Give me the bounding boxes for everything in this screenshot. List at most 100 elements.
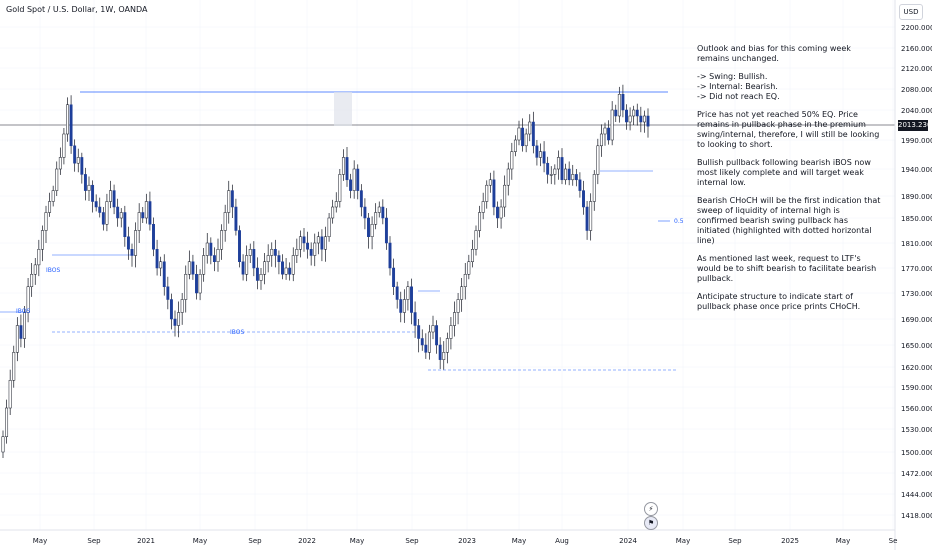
note-eq: Price has not yet reached 50% EQ. Price … — [697, 110, 880, 149]
bull-candle — [109, 190, 112, 202]
bull-candle — [266, 255, 270, 262]
bear-candle — [306, 242, 310, 250]
bear-candle — [546, 162, 550, 175]
bull-candle — [467, 261, 471, 275]
price-axis-label: 1650.000 — [901, 342, 932, 350]
time-axis-label: 2022 — [298, 537, 316, 545]
bear-candle — [367, 217, 370, 237]
bull-candle — [12, 352, 16, 381]
note-ltf: As mentioned last week, request to LTF's… — [697, 254, 877, 283]
bear-candle — [152, 224, 155, 250]
bull-candle — [331, 206, 335, 219]
bear-candle — [230, 190, 234, 208]
bear-candle — [101, 212, 105, 225]
bull-candle — [298, 236, 302, 250]
bear-candle — [614, 109, 618, 117]
bull-candle — [316, 236, 320, 244]
bear-candle — [384, 217, 388, 244]
bull-candle — [66, 104, 69, 135]
bear-candle — [19, 325, 23, 339]
bear-candle — [277, 255, 281, 262]
bull-candle — [460, 286, 464, 300]
bull-candle — [324, 236, 327, 250]
bear-candle — [521, 127, 525, 147]
bull-candle — [603, 127, 607, 135]
bull-candle — [334, 201, 338, 208]
bull-candle — [556, 157, 560, 170]
bear-candle — [531, 121, 535, 147]
bull-candle — [137, 212, 141, 231]
bear-candle — [212, 255, 216, 262]
bull-candle — [58, 157, 62, 170]
price-axis-label: 1500.000 — [901, 449, 932, 457]
us-flag-icon[interactable]: ⚑ — [644, 516, 658, 530]
time-axis-label: Sep — [728, 537, 742, 545]
bull-candle — [105, 201, 109, 225]
bull-candle — [628, 115, 632, 123]
bear-candle — [91, 184, 95, 202]
bull-candle — [485, 184, 489, 202]
price-axis-label: 1730.000 — [901, 290, 932, 298]
bull-candle — [370, 224, 374, 237]
level-annotations: IBOS IBOS IBOS 0.5 — [16, 218, 684, 336]
bear-candle — [195, 274, 198, 294]
bull-candle — [159, 261, 163, 269]
ibos-label-upper: IBOS — [46, 267, 61, 274]
flash-icon[interactable]: ⚡ — [644, 502, 658, 516]
currency-button[interactable]: USD — [899, 4, 923, 20]
bull-candle — [51, 190, 55, 202]
bull-candle — [40, 230, 44, 250]
bear-candle — [169, 299, 173, 320]
bull-candle — [270, 249, 274, 256]
bear-candle — [435, 325, 439, 346]
bear-candle — [241, 261, 245, 275]
time-axis-label: May — [512, 537, 526, 545]
time-axis[interactable]: May Sep 2021 May Sep 2022 May Sep 2023 May Aug 2024… — [33, 537, 898, 545]
bull-candle — [506, 168, 510, 186]
bear-candle — [359, 190, 363, 208]
bear-candle — [234, 206, 238, 231]
bull-candle — [216, 249, 220, 262]
bull-candle — [263, 261, 267, 275]
bull-candle — [5, 407, 9, 437]
bull-candle — [499, 206, 503, 219]
bull-candle — [341, 157, 345, 175]
bear-candle — [607, 127, 611, 141]
time-axis-label: 2023 — [458, 537, 476, 545]
bear-candle — [112, 190, 116, 208]
bull-candle — [571, 174, 575, 181]
time-axis-label: Se — [889, 537, 898, 545]
bull-candle — [187, 261, 191, 275]
bear-candle — [392, 267, 396, 287]
bull-candle — [223, 212, 227, 231]
ibos-label-lower: IBOS — [230, 329, 245, 336]
time-axis-label: May — [193, 537, 207, 545]
bull-candle — [528, 121, 532, 135]
bull-candle — [220, 230, 224, 250]
fib-label: 0.5 — [674, 218, 684, 225]
price-axis[interactable]: 2200.000 2160.000 2120.000 2080.000 2040.000… — [901, 24, 932, 520]
bull-candle — [295, 249, 299, 256]
time-axis-label: Aug — [555, 537, 569, 545]
price-axis-label: 1530.000 — [901, 426, 932, 434]
bull-candle — [48, 201, 52, 213]
bear-candle — [567, 168, 571, 181]
bear-candle — [238, 230, 241, 262]
bear-candle — [646, 115, 650, 127]
bear-candle — [639, 115, 643, 123]
bull-candle — [184, 274, 188, 300]
price-axis-label: 1810.000 — [901, 240, 932, 248]
bull-candle — [442, 352, 446, 360]
bull-candle — [610, 109, 614, 141]
analysis-notes: Outlook and bias for this coming week re… — [697, 44, 882, 320]
bull-candle — [478, 212, 482, 231]
bear-candle — [578, 179, 582, 191]
time-axis-label: Sep — [248, 537, 262, 545]
bear-candle — [410, 286, 413, 313]
bear-candle — [424, 344, 428, 353]
bull-candle — [352, 168, 356, 191]
bull-candle — [23, 312, 26, 339]
bull-candle — [539, 151, 542, 158]
bear-candle — [349, 179, 353, 191]
